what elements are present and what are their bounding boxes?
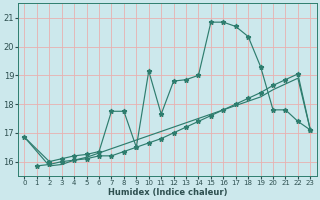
X-axis label: Humidex (Indice chaleur): Humidex (Indice chaleur) [108,188,227,197]
